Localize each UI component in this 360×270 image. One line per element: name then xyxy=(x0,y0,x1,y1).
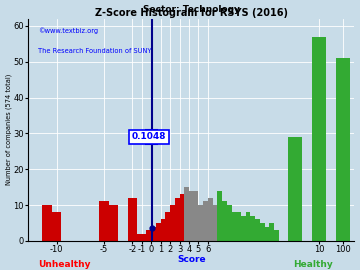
Bar xyxy=(260,223,265,241)
Bar xyxy=(336,58,350,241)
Bar xyxy=(147,230,151,241)
Bar xyxy=(170,205,175,241)
Bar xyxy=(213,205,217,241)
Bar xyxy=(269,223,274,241)
X-axis label: Score: Score xyxy=(177,255,206,264)
Bar xyxy=(194,191,198,241)
Bar xyxy=(274,230,279,241)
Bar xyxy=(189,191,194,241)
Bar xyxy=(52,212,61,241)
Bar xyxy=(203,201,208,241)
Text: Healthy: Healthy xyxy=(293,260,333,269)
Text: Sector: Technology: Sector: Technology xyxy=(143,5,240,14)
Bar xyxy=(265,227,269,241)
Bar xyxy=(165,212,170,241)
Bar xyxy=(161,220,165,241)
Bar xyxy=(142,234,147,241)
Bar xyxy=(151,227,156,241)
Bar xyxy=(156,223,161,241)
Bar xyxy=(231,212,236,241)
Bar xyxy=(288,137,302,241)
Bar xyxy=(208,198,213,241)
Bar xyxy=(175,198,180,241)
Title: Z-Score Histogram for RSYS (2016): Z-Score Histogram for RSYS (2016) xyxy=(95,8,288,18)
Bar xyxy=(42,205,52,241)
Bar xyxy=(246,212,251,241)
Bar xyxy=(109,205,118,241)
Bar xyxy=(227,205,231,241)
Text: Unhealthy: Unhealthy xyxy=(39,260,91,269)
Bar xyxy=(251,216,255,241)
Bar xyxy=(312,37,326,241)
Bar xyxy=(127,198,137,241)
Text: 0.1048: 0.1048 xyxy=(132,133,167,141)
Bar xyxy=(217,191,222,241)
Y-axis label: Number of companies (574 total): Number of companies (574 total) xyxy=(5,74,12,185)
Bar xyxy=(222,201,227,241)
Bar xyxy=(99,201,109,241)
Bar xyxy=(137,234,142,241)
Bar xyxy=(236,212,241,241)
Bar xyxy=(198,205,203,241)
Bar xyxy=(255,220,260,241)
Bar xyxy=(184,187,189,241)
Bar xyxy=(180,194,184,241)
Text: ©www.textbiz.org: ©www.textbiz.org xyxy=(38,28,98,34)
Text: The Research Foundation of SUNY: The Research Foundation of SUNY xyxy=(38,48,152,54)
Bar xyxy=(241,216,246,241)
